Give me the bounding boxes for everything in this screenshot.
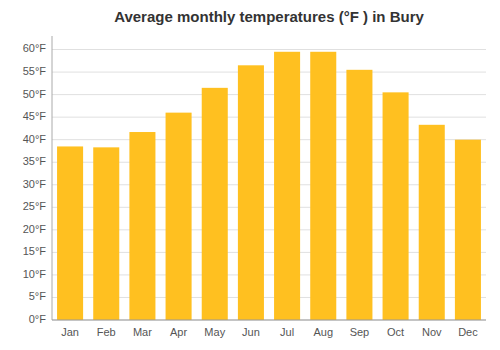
bar — [310, 52, 336, 320]
x-tick-label: Dec — [458, 326, 478, 338]
grid-line — [52, 49, 486, 50]
bar — [383, 92, 409, 320]
grid — [52, 50, 486, 320]
y-tick-label: 10°F — [23, 268, 47, 280]
x-tick-label: Jun — [242, 326, 260, 338]
chart-container: Average monthly temperatures (°F ) in Bu… — [0, 0, 500, 350]
x-tick-label: Jul — [280, 326, 294, 338]
y-tick-label: 15°F — [23, 245, 47, 257]
bar — [57, 146, 83, 320]
y-tick-label: 40°F — [23, 133, 47, 145]
bar — [419, 125, 445, 320]
y-axis-line — [52, 36, 53, 320]
y-tick-label: 35°F — [23, 155, 47, 167]
y-tick-label: 55°F — [23, 65, 47, 77]
bar — [166, 113, 192, 320]
x-tick-labels: Jan Feb Mar Apr May Jun Jul Aug Sep Oct Nov Dec — [61, 326, 478, 338]
y-tick-labels: 0°F 5°F 10°F 15°F 20°F 25°F 30°F 35°F 40°F 45°F 50… — [23, 42, 47, 324]
y-tick-label: 0°F — [29, 313, 47, 325]
x-tick-label: Nov — [422, 326, 442, 338]
bar — [202, 88, 228, 320]
y-tick-label: 20°F — [23, 223, 47, 235]
grid-line — [52, 94, 486, 95]
bar — [455, 140, 481, 320]
x-axis-line — [52, 320, 486, 321]
bar — [238, 65, 264, 320]
x-tick-label: Aug — [313, 326, 333, 338]
bars — [57, 52, 481, 320]
grid-line — [52, 72, 486, 73]
title: Average monthly temperatures (°F ) in Bu… — [114, 8, 424, 25]
grid-line — [52, 117, 486, 118]
y-tick-label: 45°F — [23, 110, 47, 122]
bar — [129, 132, 155, 320]
x-tick-label: Apr — [170, 326, 187, 338]
y-tick-label: 50°F — [23, 88, 47, 100]
x-tick-label: Oct — [387, 326, 404, 338]
x-tick-label: May — [204, 326, 225, 338]
bar — [346, 70, 372, 320]
y-tick-label: 5°F — [29, 290, 47, 302]
y-tick-label: 25°F — [23, 200, 47, 212]
x-tick-label: Sep — [350, 326, 370, 338]
x-tick-label: Feb — [97, 326, 116, 338]
x-tick-label: Mar — [133, 326, 152, 338]
page: {"chart_data": {"type": "bar", "title": … — [0, 0, 500, 350]
x-tick-label: Jan — [61, 326, 79, 338]
y-tick-label: 30°F — [23, 178, 47, 190]
bar — [93, 147, 119, 320]
y-tick-label: 60°F — [23, 42, 47, 54]
bar — [274, 52, 300, 320]
grid-line — [52, 320, 486, 321]
chart-svg: Average monthly temperatures (°F ) in Bu… — [0, 0, 500, 350]
